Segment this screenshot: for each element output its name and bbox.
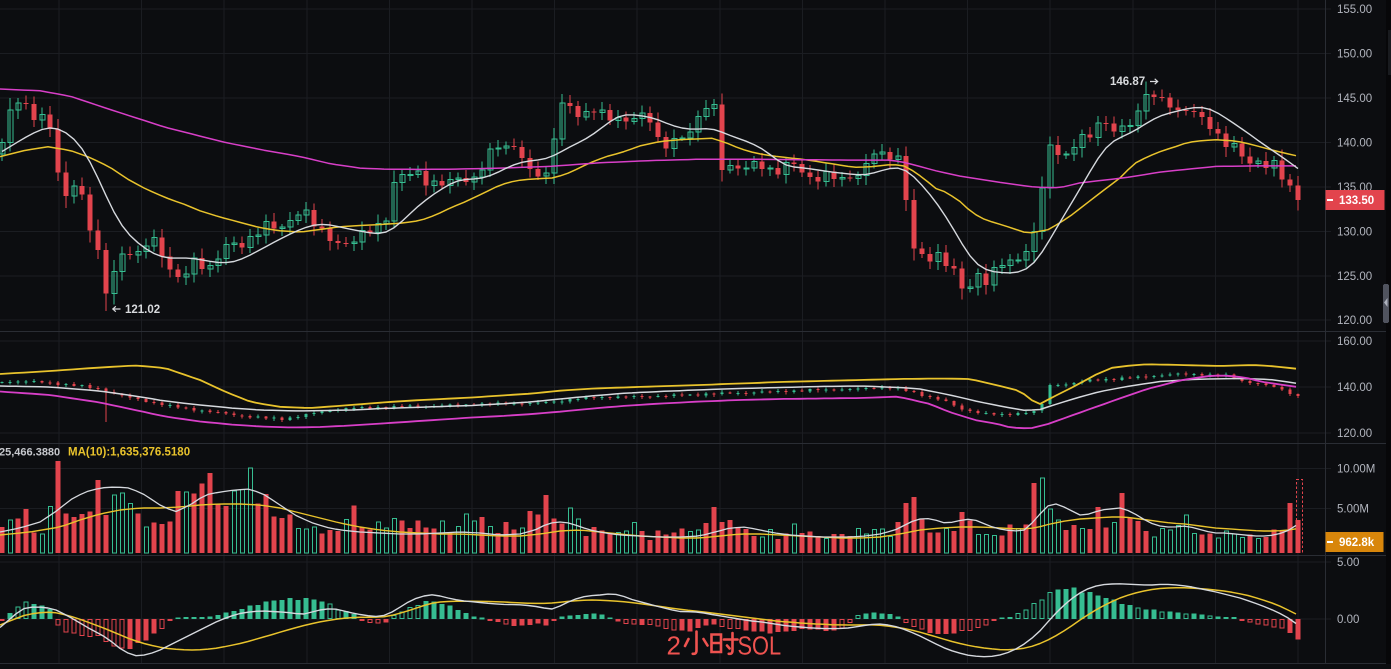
svg-text:0.00: 0.00 bbox=[1337, 614, 1359, 626]
svg-text:120.00: 120.00 bbox=[1337, 315, 1372, 327]
svg-text:160.00: 160.00 bbox=[1337, 336, 1372, 348]
svg-text:MA(10):1,635,376.5180: MA(10):1,635,376.5180 bbox=[68, 447, 190, 459]
svg-text:5.00: 5.00 bbox=[1337, 557, 1359, 569]
svg-text:155.00: 155.00 bbox=[1337, 4, 1372, 16]
svg-text:120.00: 120.00 bbox=[1337, 428, 1372, 440]
svg-text:146.87: 146.87 bbox=[1110, 76, 1145, 88]
svg-text:10.00M: 10.00M bbox=[1337, 464, 1375, 476]
svg-text:SOL: SOL bbox=[738, 632, 782, 661]
svg-text:145.00: 145.00 bbox=[1337, 93, 1372, 105]
svg-text:125.00: 125.00 bbox=[1337, 271, 1372, 283]
svg-text:5.00M: 5.00M bbox=[1337, 504, 1369, 516]
svg-text:121.02: 121.02 bbox=[125, 304, 160, 316]
svg-text:133.50: 133.50 bbox=[1339, 195, 1374, 207]
svg-text:2: 2 bbox=[667, 631, 681, 661]
svg-text:150.00: 150.00 bbox=[1337, 49, 1372, 61]
svg-text:962.8k: 962.8k bbox=[1339, 537, 1375, 549]
svg-text:25,466.3880: 25,466.3880 bbox=[0, 447, 60, 459]
svg-text:130.00: 130.00 bbox=[1337, 226, 1372, 238]
svg-text:140.00: 140.00 bbox=[1337, 137, 1372, 149]
svg-text:140.00: 140.00 bbox=[1337, 382, 1372, 394]
